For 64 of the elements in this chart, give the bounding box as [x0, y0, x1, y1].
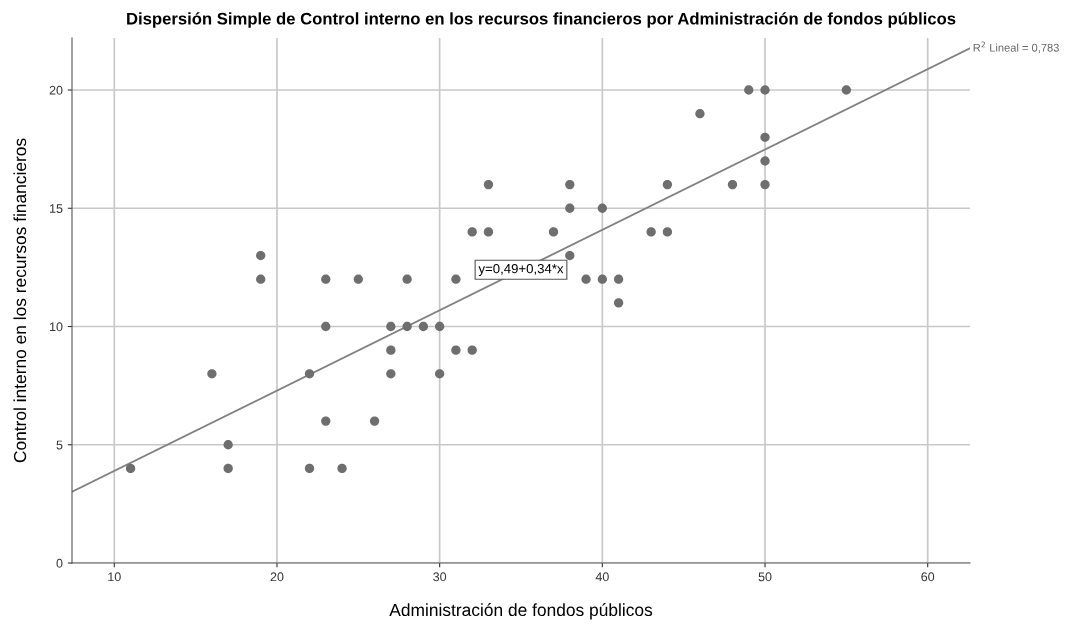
point	[304, 463, 315, 474]
point	[223, 440, 233, 450]
point	[841, 85, 852, 95]
point	[256, 250, 266, 261]
point	[597, 203, 607, 213]
point	[467, 345, 477, 355]
point	[467, 227, 477, 237]
x-tick-label: 50	[758, 572, 772, 582]
point	[304, 369, 315, 379]
y-tick-label: 15	[50, 204, 63, 213]
x-tick-label: 40	[595, 572, 609, 582]
y-axis-title: Control interno en los recursos financieros	[13, 138, 27, 463]
point	[727, 179, 738, 190]
point	[548, 227, 559, 237]
point	[483, 179, 494, 190]
annotation: y=0,49+0,34*x	[478, 263, 564, 276]
point	[256, 274, 266, 284]
point	[402, 274, 412, 284]
y-tick-label: 20	[49, 85, 63, 95]
point	[337, 463, 347, 474]
point	[565, 250, 575, 261]
annotation: R$^{2}$ Lineal = 0,783	[973, 41, 1059, 53]
point	[435, 369, 445, 379]
point	[613, 274, 624, 284]
point	[402, 321, 412, 332]
y-tick-label: 5	[56, 440, 63, 450]
point	[369, 416, 380, 426]
point	[695, 109, 705, 119]
point	[386, 321, 396, 332]
point	[321, 416, 331, 426]
point	[353, 274, 363, 284]
point	[760, 179, 770, 190]
point	[662, 179, 673, 190]
point	[581, 274, 591, 284]
point	[451, 274, 461, 284]
x-tick-label: 20	[270, 572, 284, 582]
point	[386, 369, 396, 379]
point	[565, 203, 575, 213]
point	[646, 227, 656, 237]
x-tick-label: 60	[921, 572, 935, 582]
point	[744, 85, 754, 95]
x-tick-label: 30	[433, 572, 447, 582]
point	[125, 463, 136, 474]
point	[597, 274, 607, 284]
y-tick-label: 10	[50, 322, 63, 332]
point	[613, 298, 624, 308]
point	[760, 132, 770, 142]
chart-title: Dispersión Simple de Control interno en los recursos financieros por Administración de fondos públicos	[127, 12, 956, 28]
point	[483, 227, 494, 237]
x-tick-label: 10	[108, 572, 121, 582]
point	[386, 345, 396, 355]
x-axis-title: Administración de fondos públicos	[389, 603, 653, 620]
point	[565, 179, 575, 190]
y-tick-label: 0	[56, 558, 63, 568]
point	[760, 85, 770, 95]
point	[418, 321, 429, 332]
point	[321, 321, 331, 332]
point	[760, 156, 770, 166]
point	[207, 369, 217, 379]
point	[662, 227, 673, 237]
point	[321, 274, 331, 284]
point	[223, 463, 233, 474]
point	[451, 345, 461, 355]
point	[435, 321, 445, 332]
